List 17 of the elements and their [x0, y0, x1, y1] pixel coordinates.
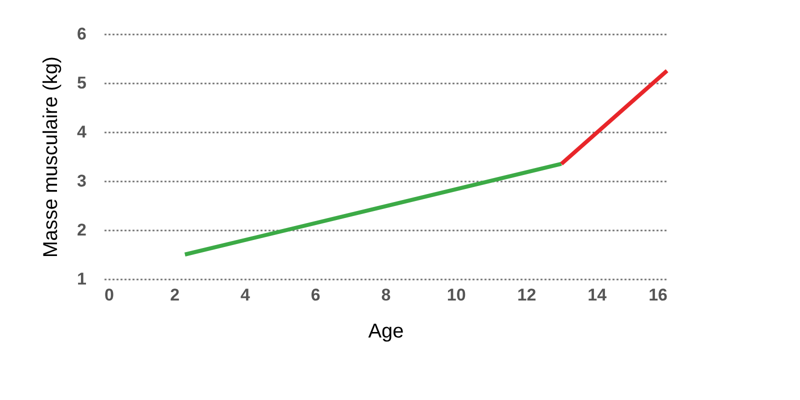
x-tick-label: 4	[240, 286, 251, 304]
x-tick-label: 6	[310, 286, 320, 304]
x-axis-title: Age	[368, 320, 404, 342]
y-tick-label: 3	[77, 172, 86, 190]
x-tick-label: 8	[381, 286, 391, 304]
y-axis-title: Masse musculaire (kg)	[40, 56, 62, 258]
x-tick-label: 14	[588, 286, 608, 304]
y-tick-label: 4	[77, 122, 88, 142]
y-tick-label: 6	[77, 24, 86, 44]
x-tick-label: 10	[446, 286, 466, 304]
x-tick-label: 12	[517, 286, 536, 304]
x-tick-label: 0	[104, 286, 114, 304]
y-tick-label: 5	[77, 74, 86, 92]
x-tick-label: 2	[170, 286, 180, 304]
y-tick-label: 2	[77, 220, 86, 240]
x-tick-label: 16	[648, 286, 668, 304]
y-tick-label: 1	[77, 270, 86, 288]
